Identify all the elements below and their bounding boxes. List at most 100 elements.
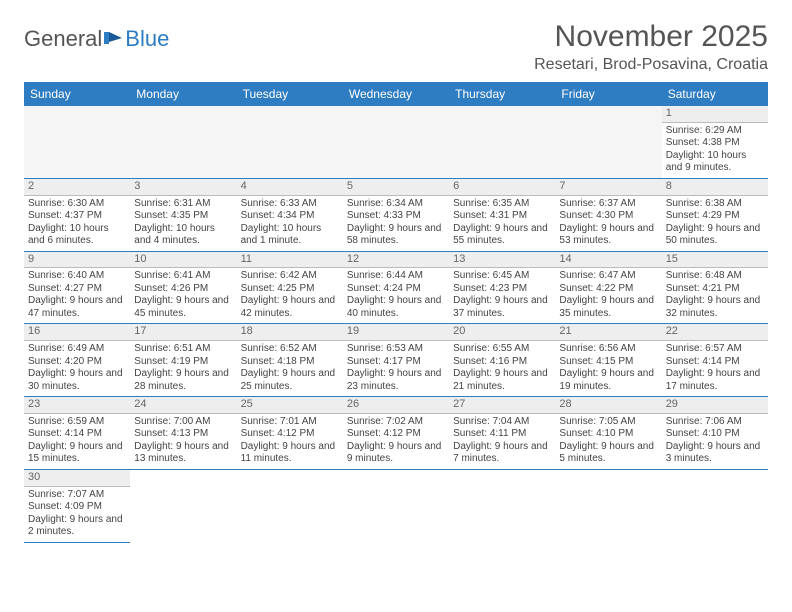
day-number: 11: [237, 252, 343, 269]
daylight-text: Daylight: 9 hours and 55 minutes.: [453, 223, 551, 248]
day-number: 1: [662, 106, 768, 123]
day-cell: 6Sunrise: 6:35 AMSunset: 4:31 PMDaylight…: [449, 178, 555, 251]
day-number: 19: [343, 324, 449, 341]
day-number: 20: [449, 324, 555, 341]
day-number: 4: [237, 179, 343, 196]
title-block: November 2025 Resetari, Brod-Posavina, C…: [534, 20, 768, 74]
sunset-text: Sunset: 4:29 PM: [666, 210, 764, 223]
day-number: 16: [24, 324, 130, 341]
day-cell: 22Sunrise: 6:57 AMSunset: 4:14 PMDayligh…: [662, 324, 768, 397]
sunrise-text: Sunrise: 7:05 AM: [559, 416, 657, 429]
logo: General Blue: [24, 26, 169, 52]
day-cell: 16Sunrise: 6:49 AMSunset: 4:20 PMDayligh…: [24, 324, 130, 397]
weekday-header: Saturday: [662, 82, 768, 106]
day-number: 14: [555, 252, 661, 269]
day-cell: 5Sunrise: 6:34 AMSunset: 4:33 PMDaylight…: [343, 178, 449, 251]
calendar-row: 1Sunrise: 6:29 AMSunset: 4:38 PMDaylight…: [24, 106, 768, 178]
sunset-text: Sunset: 4:13 PM: [134, 428, 232, 441]
day-cell: 4Sunrise: 6:33 AMSunset: 4:34 PMDaylight…: [237, 178, 343, 251]
sunrise-text: Sunrise: 6:48 AM: [666, 270, 764, 283]
sunrise-text: Sunrise: 6:31 AM: [134, 198, 232, 211]
day-cell: 28Sunrise: 7:05 AMSunset: 4:10 PMDayligh…: [555, 397, 661, 470]
sunrise-text: Sunrise: 6:47 AM: [559, 270, 657, 283]
day-cell: 19Sunrise: 6:53 AMSunset: 4:17 PMDayligh…: [343, 324, 449, 397]
sunset-text: Sunset: 4:17 PM: [347, 356, 445, 369]
daylight-text: Daylight: 10 hours and 1 minute.: [241, 223, 339, 248]
daylight-text: Daylight: 9 hours and 9 minutes.: [347, 441, 445, 466]
sunrise-text: Sunrise: 6:56 AM: [559, 343, 657, 356]
day-number: 25: [237, 397, 343, 414]
sunrise-text: Sunrise: 6:53 AM: [347, 343, 445, 356]
daylight-text: Daylight: 9 hours and 7 minutes.: [453, 441, 551, 466]
day-cell: 27Sunrise: 7:04 AMSunset: 4:11 PMDayligh…: [449, 397, 555, 470]
sunset-text: Sunset: 4:10 PM: [559, 428, 657, 441]
day-number: 6: [449, 179, 555, 196]
day-cell: 11Sunrise: 6:42 AMSunset: 4:25 PMDayligh…: [237, 251, 343, 324]
daylight-text: Daylight: 9 hours and 50 minutes.: [666, 223, 764, 248]
sunrise-text: Sunrise: 6:49 AM: [28, 343, 126, 356]
daylight-text: Daylight: 9 hours and 35 minutes.: [559, 295, 657, 320]
day-cell: 23Sunrise: 6:59 AMSunset: 4:14 PMDayligh…: [24, 397, 130, 470]
daylight-text: Daylight: 9 hours and 3 minutes.: [666, 441, 764, 466]
sunrise-text: Sunrise: 6:42 AM: [241, 270, 339, 283]
sunset-text: Sunset: 4:12 PM: [347, 428, 445, 441]
daylight-text: Daylight: 9 hours and 5 minutes.: [559, 441, 657, 466]
day-cell: 10Sunrise: 6:41 AMSunset: 4:26 PMDayligh…: [130, 251, 236, 324]
weekday-header: Thursday: [449, 82, 555, 106]
sunrise-text: Sunrise: 6:30 AM: [28, 198, 126, 211]
header: General Blue November 2025 Resetari, Bro…: [24, 20, 768, 74]
day-number: 18: [237, 324, 343, 341]
sunrise-text: Sunrise: 7:01 AM: [241, 416, 339, 429]
sunset-text: Sunset: 4:37 PM: [28, 210, 126, 223]
day-number: 29: [662, 397, 768, 414]
calendar-row: 23Sunrise: 6:59 AMSunset: 4:14 PMDayligh…: [24, 397, 768, 470]
day-number: 15: [662, 252, 768, 269]
day-number: 23: [24, 397, 130, 414]
daylight-text: Daylight: 9 hours and 15 minutes.: [28, 441, 126, 466]
logo-text-2: Blue: [125, 26, 169, 52]
sunset-text: Sunset: 4:25 PM: [241, 283, 339, 296]
sunset-text: Sunset: 4:18 PM: [241, 356, 339, 369]
sunrise-text: Sunrise: 7:02 AM: [347, 416, 445, 429]
day-cell: 2Sunrise: 6:30 AMSunset: 4:37 PMDaylight…: [24, 178, 130, 251]
empty-cell: [662, 469, 768, 542]
sunrise-text: Sunrise: 6:29 AM: [666, 125, 764, 138]
day-cell: 7Sunrise: 6:37 AMSunset: 4:30 PMDaylight…: [555, 178, 661, 251]
calendar-row: 16Sunrise: 6:49 AMSunset: 4:20 PMDayligh…: [24, 324, 768, 397]
calendar-head: SundayMondayTuesdayWednesdayThursdayFrid…: [24, 82, 768, 106]
daylight-text: Daylight: 9 hours and 25 minutes.: [241, 368, 339, 393]
sunrise-text: Sunrise: 6:33 AM: [241, 198, 339, 211]
sunset-text: Sunset: 4:10 PM: [666, 428, 764, 441]
day-number: 26: [343, 397, 449, 414]
sunset-text: Sunset: 4:22 PM: [559, 283, 657, 296]
day-number: 12: [343, 252, 449, 269]
day-number: 21: [555, 324, 661, 341]
sunset-text: Sunset: 4:21 PM: [666, 283, 764, 296]
sunrise-text: Sunrise: 6:35 AM: [453, 198, 551, 211]
daylight-text: Daylight: 9 hours and 53 minutes.: [559, 223, 657, 248]
day-cell: 21Sunrise: 6:56 AMSunset: 4:15 PMDayligh…: [555, 324, 661, 397]
weekday-header: Friday: [555, 82, 661, 106]
empty-cell: [130, 106, 236, 178]
sunrise-text: Sunrise: 6:40 AM: [28, 270, 126, 283]
day-number: 13: [449, 252, 555, 269]
daylight-text: Daylight: 9 hours and 28 minutes.: [134, 368, 232, 393]
calendar-body: 1Sunrise: 6:29 AMSunset: 4:38 PMDaylight…: [24, 106, 768, 542]
day-cell: 3Sunrise: 6:31 AMSunset: 4:35 PMDaylight…: [130, 178, 236, 251]
daylight-text: Daylight: 9 hours and 58 minutes.: [347, 223, 445, 248]
empty-cell: [555, 106, 661, 178]
sunrise-text: Sunrise: 6:41 AM: [134, 270, 232, 283]
daylight-text: Daylight: 9 hours and 40 minutes.: [347, 295, 445, 320]
sunset-text: Sunset: 4:24 PM: [347, 283, 445, 296]
sunrise-text: Sunrise: 6:37 AM: [559, 198, 657, 211]
day-cell: 14Sunrise: 6:47 AMSunset: 4:22 PMDayligh…: [555, 251, 661, 324]
daylight-text: Daylight: 9 hours and 45 minutes.: [134, 295, 232, 320]
day-number: 3: [130, 179, 236, 196]
calendar-row: 2Sunrise: 6:30 AMSunset: 4:37 PMDaylight…: [24, 178, 768, 251]
day-cell: 29Sunrise: 7:06 AMSunset: 4:10 PMDayligh…: [662, 397, 768, 470]
sunrise-text: Sunrise: 6:59 AM: [28, 416, 126, 429]
sunset-text: Sunset: 4:11 PM: [453, 428, 551, 441]
daylight-text: Daylight: 9 hours and 21 minutes.: [453, 368, 551, 393]
calendar-row: 9Sunrise: 6:40 AMSunset: 4:27 PMDaylight…: [24, 251, 768, 324]
weekday-header: Sunday: [24, 82, 130, 106]
